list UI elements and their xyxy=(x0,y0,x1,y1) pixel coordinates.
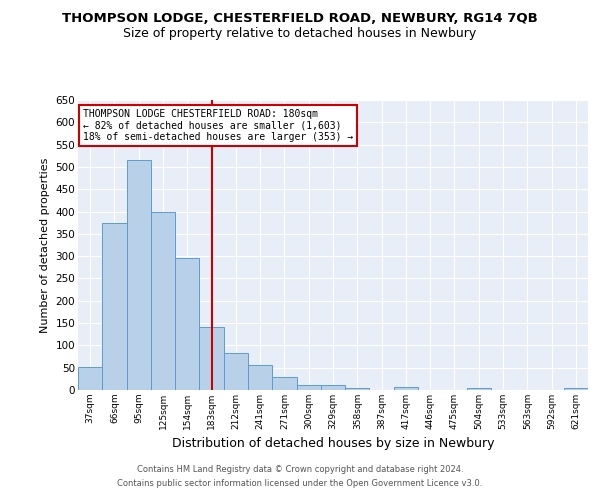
Bar xyxy=(467,388,491,390)
Bar xyxy=(102,222,127,390)
Bar xyxy=(345,388,370,390)
Text: Size of property relative to detached houses in Newbury: Size of property relative to detached ho… xyxy=(124,28,476,40)
Text: Contains HM Land Registry data © Crown copyright and database right 2024.
Contai: Contains HM Land Registry data © Crown c… xyxy=(118,466,482,487)
Bar xyxy=(296,385,321,390)
Bar xyxy=(272,376,296,390)
Text: THOMPSON LODGE, CHESTERFIELD ROAD, NEWBURY, RG14 7QB: THOMPSON LODGE, CHESTERFIELD ROAD, NEWBU… xyxy=(62,12,538,26)
Bar xyxy=(321,384,345,390)
Bar xyxy=(248,366,272,390)
Bar xyxy=(175,258,199,390)
Bar xyxy=(199,326,224,390)
X-axis label: Distribution of detached houses by size in Newbury: Distribution of detached houses by size … xyxy=(172,438,494,450)
Y-axis label: Number of detached properties: Number of detached properties xyxy=(40,158,50,332)
Bar xyxy=(151,212,175,390)
Bar xyxy=(394,388,418,390)
Bar xyxy=(564,388,588,390)
Bar xyxy=(224,352,248,390)
Bar xyxy=(127,160,151,390)
Bar xyxy=(78,367,102,390)
Text: THOMPSON LODGE CHESTERFIELD ROAD: 180sqm
← 82% of detached houses are smaller (1: THOMPSON LODGE CHESTERFIELD ROAD: 180sqm… xyxy=(83,108,353,142)
